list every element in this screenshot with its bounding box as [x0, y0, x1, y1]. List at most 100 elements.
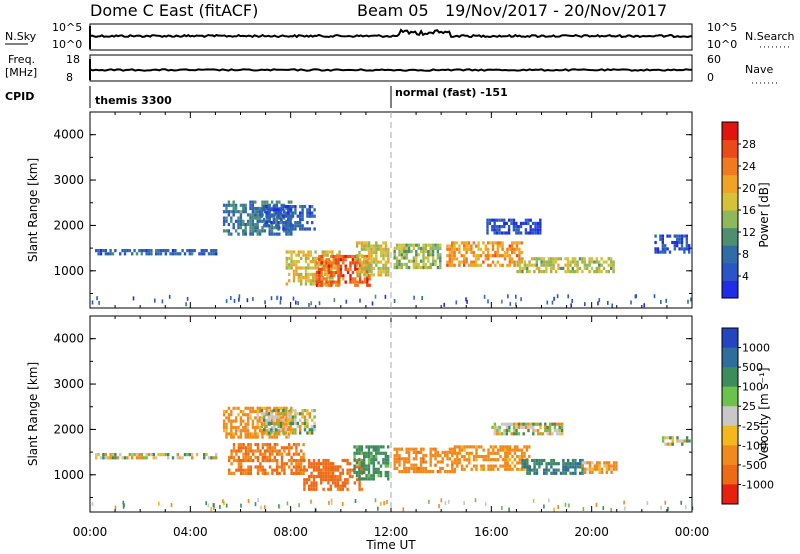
- time-tick-label: 08:00: [273, 525, 308, 539]
- power-cbar-tick-label: 8: [742, 248, 749, 261]
- power-region-2: [260, 205, 316, 231]
- velocity-region-9: [581, 461, 618, 474]
- nave-tick-bottom: 0: [707, 71, 714, 84]
- velocity-region-10: [491, 422, 564, 436]
- nsky-label: N.Sky: [5, 30, 37, 43]
- velocity-cbar-tick-label: 25: [742, 400, 756, 413]
- time-tick-label: 04:00: [173, 525, 208, 539]
- velocity-cbar-frame: [721, 327, 739, 505]
- time-tick-label: 00:00: [73, 525, 108, 539]
- power-cbar-tick-label: 12: [742, 226, 756, 239]
- freq-label: Freq.: [8, 53, 35, 66]
- power-region-9: [486, 218, 542, 235]
- freq-line: [89, 68, 692, 72]
- power-colorbar: 4 8 12 16 20 24 28: [721, 121, 756, 299]
- time-axis: 00:00 04:00 08:00 12:00 16:00 20:00 00:00: [73, 525, 710, 539]
- power-cbar-swatch: [722, 174, 738, 193]
- velocity-cbar-swatch: [722, 425, 738, 446]
- velocity-cbar-swatch: [722, 484, 738, 505]
- power-cbar-tick-label: 20: [742, 182, 756, 195]
- power-cbar-swatch: [722, 245, 738, 264]
- velocity-region-6: [393, 447, 456, 474]
- velocity-panel: 1000 2000 3000 4000: [53, 316, 694, 512]
- power-cbar-tick-label: 16: [742, 204, 756, 217]
- velocity-ytick-label: 4000: [53, 332, 84, 346]
- power-ytick-label: 1000: [53, 264, 84, 278]
- freq-tick-top: 18: [66, 53, 80, 66]
- power-ytick-label: 3000: [53, 173, 84, 187]
- nsearch-tick-top: 10^5: [707, 21, 737, 34]
- power-ground-scatter: [91, 294, 692, 308]
- power-cbar-swatch: [722, 157, 738, 176]
- beam-label: Beam 05: [357, 1, 429, 20]
- velocity-colorbar-label: Velocity [m s⁻¹]: [757, 367, 771, 460]
- radar-title: Dome C East (fitACF): [90, 1, 258, 20]
- power-cbar-swatch: [722, 210, 738, 229]
- time-tick-label: 12:00: [374, 525, 409, 539]
- velocity-region-0: [95, 453, 218, 460]
- velocity-region-8: [521, 458, 584, 475]
- power-region-6: [393, 243, 442, 270]
- time-tick-label: 16:00: [474, 525, 509, 539]
- velocity-ytick-label: 3000: [53, 377, 84, 391]
- freq-strip-frame: [89, 54, 693, 82]
- power-cbar-swatch: [722, 227, 738, 246]
- nave-label: Nave: [745, 63, 773, 76]
- cpid-label: CPID: [5, 90, 34, 103]
- nsearch-label: N.Search: [745, 30, 795, 43]
- power-cbar-tick-label: 28: [742, 138, 756, 151]
- power-y-ticks: 1000 2000 3000 4000: [53, 112, 693, 308]
- velocity-cbar-tick-label: -1000: [742, 478, 774, 491]
- freq-trace: [89, 59, 692, 80]
- velocity-cbar-tick-label: 1000: [742, 342, 770, 355]
- velocity-cbar-tick-label: 100: [742, 381, 763, 394]
- velocity-ylabel: Slant Range [km]: [26, 362, 40, 466]
- power-region-10: [654, 234, 691, 254]
- nsky-trace: [89, 26, 692, 49]
- freq-tick-bottom: 8: [66, 71, 73, 84]
- velocity-cbar-swatch: [722, 328, 738, 349]
- cpid-segment-2: normal (fast) -151: [395, 86, 508, 99]
- velocity-region-11: [661, 436, 691, 446]
- power-ytick-label: 4000: [53, 128, 84, 142]
- power-cbar-swatch: [722, 192, 738, 211]
- nsky-tick-top: 10^5: [52, 21, 82, 34]
- power-region-7: [446, 241, 523, 267]
- power-ytick-label: 2000: [53, 218, 84, 232]
- velocity-region-4: [303, 458, 364, 491]
- power-region-8: [516, 257, 615, 274]
- power-region-0: [95, 249, 218, 256]
- nsky-line: [89, 28, 692, 39]
- power-cbar-tick-label: 4: [742, 270, 749, 283]
- nave-tick-top: 60: [707, 53, 721, 66]
- velocity-region-3: [228, 443, 305, 475]
- velocity-cbar-tick-label: 500: [742, 361, 763, 374]
- velocity-colorbar: 1000 500 100 25 -25 -100 -500 -1000: [721, 327, 774, 505]
- power-colorbar-label: Power [dB]: [757, 182, 771, 247]
- velocity-region-7: [453, 445, 531, 471]
- velocity-cbar-swatch: [722, 445, 738, 466]
- power-cbar-tick-label: 24: [742, 160, 756, 173]
- power-cbar-swatch: [722, 262, 738, 281]
- velocity-cbar-tick-label: -500: [742, 459, 767, 472]
- velocity-ytick-label: 2000: [53, 422, 84, 436]
- time-tick-label: 00:00: [675, 525, 710, 539]
- velocity-ground-scatter: [91, 498, 694, 512]
- power-cbar-swatch: [722, 122, 738, 141]
- nsearch-tick-bottom: 10^0: [707, 38, 737, 51]
- velocity-y-ticks: 1000 2000 3000 4000: [53, 316, 693, 512]
- power-ylabel: Slant Range [km]: [26, 158, 40, 262]
- freq-unit: [MHz]: [5, 66, 37, 79]
- velocity-cbar-tick-label: -25: [742, 420, 760, 433]
- power-panel: 1000 2000 3000 4000: [53, 112, 693, 308]
- velocity-region-2: [260, 409, 316, 435]
- power-panel-frame: [89, 111, 693, 309]
- velocity-region-5: [353, 445, 390, 481]
- time-axis-label: Time UT: [365, 538, 416, 552]
- nsky-tick-bottom: 10^0: [52, 38, 82, 51]
- velocity-cbar-swatch: [722, 367, 738, 388]
- power-cbar-swatch: [722, 280, 738, 299]
- velocity-ytick-label: 1000: [53, 468, 84, 482]
- velocity-cbar-tick-label: -100: [742, 439, 767, 452]
